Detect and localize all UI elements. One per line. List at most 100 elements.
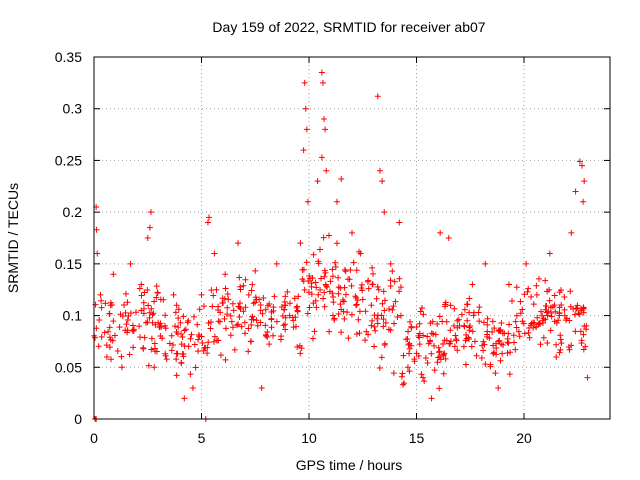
data-point [349, 229, 355, 236]
data-point [376, 167, 383, 174]
data-point [333, 240, 340, 247]
data-point [140, 299, 147, 306]
data-point [368, 302, 375, 309]
data-point [259, 310, 266, 317]
data-point [553, 341, 560, 348]
data-point [315, 260, 322, 267]
data-point [268, 324, 275, 331]
data-point [420, 311, 427, 318]
data-point [362, 308, 369, 315]
data-point [341, 266, 348, 273]
data-point [461, 306, 468, 313]
data-point [277, 336, 284, 343]
data-point [200, 303, 207, 310]
data-point [434, 359, 441, 366]
data-point [525, 329, 532, 336]
data-point [249, 313, 256, 320]
data-point [580, 346, 587, 353]
data-point [149, 319, 156, 326]
data-point [577, 328, 584, 335]
data-point [282, 326, 289, 333]
axis-ticks [93, 56, 610, 420]
data-point [178, 360, 185, 367]
data-point [192, 364, 199, 371]
y-axis-label: SRMTID / TECUs [5, 183, 21, 293]
data-point [227, 332, 234, 339]
data-point [211, 333, 218, 340]
data-point [138, 281, 145, 288]
data-point [175, 324, 182, 331]
data-point [487, 363, 494, 370]
data-point [314, 178, 321, 185]
data-point [498, 319, 505, 326]
data-point [452, 332, 459, 339]
data-point [224, 291, 231, 298]
data-point [521, 291, 528, 298]
data-point [368, 322, 375, 329]
data-point [545, 308, 552, 315]
data-point [306, 273, 313, 280]
data-point [557, 332, 564, 339]
data-point [215, 306, 222, 313]
data-point [211, 250, 218, 257]
data-point [548, 313, 555, 320]
data-point [540, 315, 547, 322]
data-point [489, 318, 496, 325]
data-point [293, 304, 300, 311]
data-point [141, 289, 148, 296]
x-axis-label: GPS time / hours [296, 457, 403, 473]
data-point [329, 266, 336, 273]
data-point [282, 293, 289, 300]
data-point [572, 328, 579, 335]
data-point [256, 296, 263, 303]
data-point [421, 378, 428, 385]
data-point [222, 356, 229, 363]
data-point [348, 311, 355, 318]
data-point [447, 338, 454, 345]
data-point [273, 318, 280, 325]
data-point [177, 319, 184, 326]
data-point [235, 240, 242, 247]
data-point [455, 316, 462, 323]
data-point [580, 198, 587, 205]
data-point [200, 347, 207, 354]
data-point [248, 338, 255, 345]
data-point [225, 296, 232, 303]
data-point [396, 275, 403, 282]
data-point [266, 341, 273, 348]
data-point [524, 288, 531, 295]
data-point [329, 312, 336, 319]
data-point [513, 324, 520, 331]
chart-title: Day 159 of 2022, SRMTID for receiver ab0… [212, 19, 485, 35]
data-point [240, 282, 247, 289]
x-tick-label: 10 [301, 430, 317, 446]
data-point [374, 93, 381, 100]
data-point [362, 337, 369, 344]
data-point [570, 305, 577, 312]
data-point [406, 345, 413, 352]
data-point [356, 330, 363, 337]
data-point [387, 260, 394, 267]
data-point [443, 318, 450, 325]
data-point [151, 298, 158, 305]
data-point [371, 343, 378, 350]
data-point [467, 322, 474, 329]
data-point [144, 319, 151, 326]
data-point [154, 289, 161, 296]
data-point [304, 310, 311, 317]
data-point [572, 311, 579, 318]
data-point [157, 296, 164, 303]
data-point [533, 323, 540, 330]
data-point [252, 294, 259, 301]
data-point [298, 345, 305, 352]
data-point [490, 349, 497, 356]
data-point [161, 322, 168, 329]
data-point [447, 340, 454, 347]
data-point [546, 297, 553, 304]
data-point [470, 309, 477, 316]
data-point [144, 286, 151, 293]
data-point [346, 276, 353, 283]
data-point [337, 285, 344, 292]
data-point [252, 267, 259, 274]
